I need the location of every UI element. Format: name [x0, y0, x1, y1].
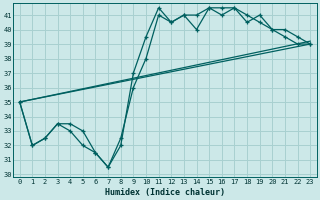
- X-axis label: Humidex (Indice chaleur): Humidex (Indice chaleur): [105, 188, 225, 197]
